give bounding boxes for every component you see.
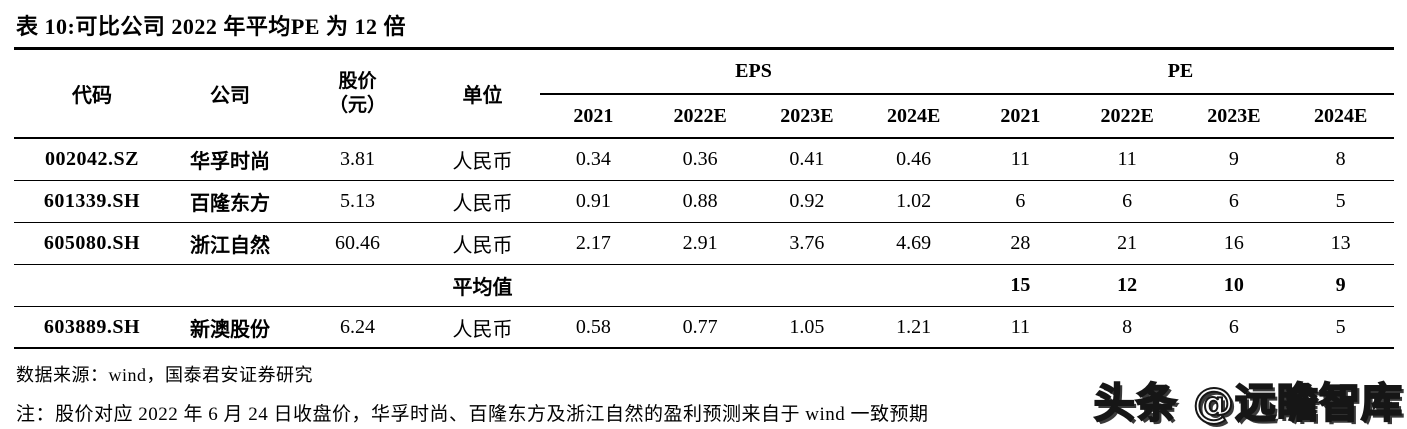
cell-unit: 人民币 (452, 151, 513, 173)
cell-unit: 人民币 (452, 193, 513, 215)
table-row: 603889.SH 新澳股份 6.24 人民币 0.58 0.77 1.05 1… (14, 307, 1394, 349)
header-pe-group: PE (967, 50, 1394, 95)
average-row: 平均值 15 12 10 9 (14, 265, 1394, 307)
cell-eps: 0.92 (789, 190, 825, 212)
cell-eps: 3.76 (789, 232, 825, 254)
cell-company: 百隆东方 (190, 193, 270, 215)
cell-pe: 9 (1228, 148, 1239, 170)
header-price-line1: 股价 (338, 70, 377, 92)
cell-pe-average: 9 (1335, 274, 1346, 296)
cell-eps: 4.69 (896, 232, 932, 254)
cell-eps: 0.46 (896, 148, 932, 170)
cell-pe: 6 (1228, 190, 1239, 212)
cell-pe: 16 (1223, 232, 1244, 254)
header-code: 代码 (72, 85, 112, 107)
table-header: 代码 公司 股价 （元） 单位 EPS PE 2021 2022E 2023E … (14, 50, 1394, 139)
header-price: 股价 （元） (290, 70, 425, 118)
cell-pe: 6 (1122, 190, 1133, 212)
header-eps-year: 2023E (780, 104, 834, 127)
cell-code: 002042.SZ (45, 148, 139, 170)
header-eps-year: 2024E (886, 104, 941, 127)
table-row: 605080.SH 浙江自然 60.46 人民币 2.17 2.91 3.76 … (14, 223, 1394, 265)
cell-pe: 5 (1335, 315, 1346, 338)
average-label: 平均值 (452, 277, 513, 299)
cell-pe: 6 (1228, 315, 1239, 338)
cell-pe: 11 (1010, 148, 1030, 170)
cell-price: 60.46 (335, 232, 380, 254)
cell-eps: 1.05 (789, 315, 825, 338)
cell-unit: 人民币 (452, 235, 513, 257)
table-row: 601339.SH 百隆东方 5.13 人民币 0.91 0.88 0.92 1… (14, 181, 1394, 223)
header-price-line2: （元） (328, 94, 386, 116)
header-pe-year: 2021 (1000, 104, 1041, 127)
cell-pe: 8 (1122, 315, 1133, 338)
data-source: 数据来源：wind，国泰君安证券研究 (16, 365, 313, 385)
cell-pe: 21 (1117, 232, 1138, 254)
cell-code: 601339.SH (43, 190, 141, 212)
cell-eps: 0.41 (789, 148, 825, 170)
cell-eps: 0.91 (575, 190, 611, 212)
pe-comparison-table: 代码 公司 股价 （元） 单位 EPS PE 2021 2022E 2023E … (14, 50, 1394, 349)
cell-pe: 28 (1010, 232, 1031, 254)
cell-unit: 人民币 (452, 318, 513, 341)
cell-eps: 0.36 (682, 148, 718, 170)
cell-company: 新澳股份 (190, 318, 270, 341)
table-row: 002042.SZ 华孚时尚 3.81 人民币 0.34 0.36 0.41 0… (14, 139, 1394, 181)
cell-eps: 1.21 (896, 315, 932, 338)
footnote: 注：股价对应 2022 年 6 月 24 日收盘价，华孚时尚、百隆东方及浙江自然… (16, 404, 929, 425)
cell-pe: 11 (1117, 148, 1137, 170)
cell-eps: 1.02 (896, 190, 932, 212)
cell-company: 华孚时尚 (190, 151, 270, 173)
header-pe-year: 2023E (1207, 104, 1261, 127)
header-pe-year: 2024E (1313, 104, 1368, 127)
table-title: 表 10:可比公司 2022 年平均PE 为 12 倍 (14, 5, 1394, 50)
cell-eps: 2.17 (575, 232, 611, 254)
cell-pe: 6 (1015, 190, 1026, 212)
cell-pe-average: 15 (1010, 274, 1031, 296)
cell-code: 603889.SH (43, 315, 141, 338)
header-unit: 单位 (462, 85, 503, 107)
cell-pe-average: 10 (1223, 274, 1244, 296)
header-company: 公司 (210, 85, 250, 107)
cell-pe: 8 (1335, 148, 1346, 170)
header-eps-group: EPS (540, 50, 967, 95)
cell-company: 浙江自然 (190, 235, 270, 257)
header-pe-year: 2022E (1100, 104, 1154, 127)
watermark-logo: 头条 @远瞻智库 (1087, 369, 1403, 429)
cell-price: 3.81 (340, 148, 375, 170)
cell-pe: 5 (1335, 190, 1346, 212)
cell-price: 5.13 (340, 190, 375, 212)
header-eps-year: 2022E (673, 104, 727, 127)
cell-eps: 0.88 (682, 190, 718, 212)
cell-pe: 11 (1010, 315, 1030, 338)
cell-pe: 13 (1330, 232, 1351, 254)
cell-code: 605080.SH (43, 232, 141, 254)
cell-price: 6.24 (340, 315, 375, 338)
cell-eps: 2.91 (682, 232, 718, 254)
cell-pe-average: 12 (1117, 274, 1138, 296)
cell-eps: 0.34 (575, 148, 611, 170)
header-eps-year: 2021 (573, 104, 614, 127)
cell-eps: 0.77 (682, 315, 718, 338)
cell-eps: 0.58 (575, 315, 611, 338)
